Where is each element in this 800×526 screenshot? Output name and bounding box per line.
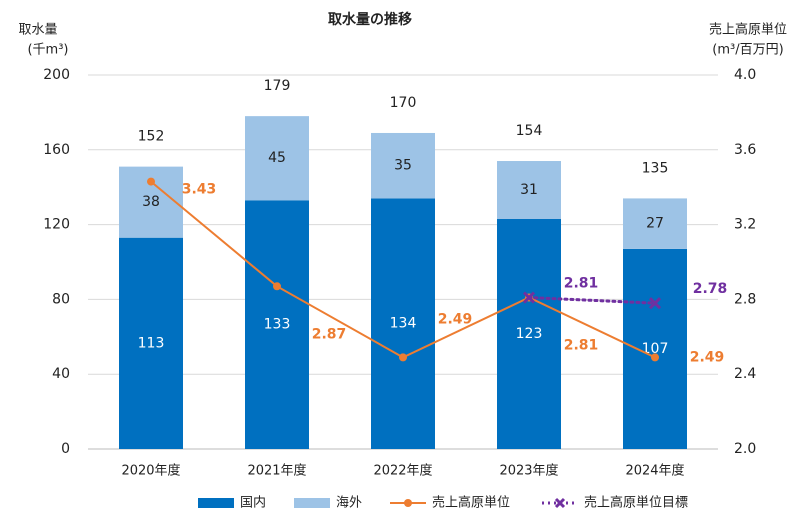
bar (371, 132, 435, 199)
marker (522, 291, 536, 304)
legend-label: 海外 (336, 496, 362, 511)
bar (497, 218, 561, 449)
legend-swatch (294, 498, 330, 508)
marker (147, 177, 155, 186)
legend-label: 売上高原単位目標 (584, 495, 688, 511)
legend-marker (554, 497, 566, 509)
bar-value-label: 123 (516, 326, 543, 342)
legend-label: 売上高原単位 (432, 495, 510, 511)
x-tick-label: 2020年度 (121, 463, 180, 479)
y-tick-label: 120 (43, 217, 70, 233)
x-tick-label: 2023年度 (499, 463, 558, 479)
legend-label: 国内 (240, 495, 266, 511)
total-label: 170 (390, 95, 417, 111)
chart-title: 取水量の推移 (328, 11, 412, 28)
line-value-label: 2.81 (564, 276, 599, 292)
line-value-label: 2.49 (690, 349, 725, 365)
total-label: 152 (138, 129, 165, 145)
bar-value-label: 31 (520, 182, 538, 198)
x-tick-label: 2024年度 (625, 463, 684, 479)
marker (648, 297, 662, 310)
y-tick-label: 160 (43, 142, 70, 158)
y-tick-label: 40 (52, 366, 70, 382)
y2-tick-label: 2.4 (734, 366, 756, 382)
bar-value-label: 38 (142, 194, 160, 210)
line (527, 296, 657, 305)
line-value-label: 2.81 (564, 338, 599, 354)
y2-tick-label: 2.0 (734, 441, 756, 457)
x-tick-label: 2022年度 (373, 463, 432, 479)
bar-value-label: 27 (646, 216, 664, 232)
bar-value-label: 133 (264, 317, 291, 333)
y2-tick-label: 3.6 (734, 142, 756, 158)
total-label: 154 (516, 123, 543, 139)
y2-tick-label: 4.0 (734, 67, 756, 83)
y-tick-label: 200 (43, 67, 70, 83)
line-value-label: 2.87 (312, 326, 347, 342)
bar (245, 116, 309, 201)
bar-value-label: 134 (390, 316, 417, 332)
y-tick-label: 80 (52, 291, 70, 307)
marker (273, 282, 281, 291)
legend-marker (404, 499, 412, 507)
bar (623, 248, 687, 449)
x-tick-label: 2021年度 (247, 463, 306, 479)
y-tick-label: 0 (61, 441, 70, 457)
marker (651, 353, 659, 362)
line-value-label: 2.49 (438, 311, 473, 327)
bar-value-label: 35 (394, 158, 412, 174)
line-value-label: 2.78 (693, 281, 728, 297)
bar (371, 198, 435, 449)
bar-value-label: 113 (138, 335, 165, 351)
y2-tick-label: 2.8 (734, 291, 756, 307)
marker (399, 353, 407, 362)
bar (245, 200, 309, 449)
y2-axis-title: 売上高原単位 (709, 22, 787, 38)
y2-axis-unit: (m³/百万円) (712, 43, 783, 58)
bar (119, 237, 183, 449)
bar (623, 198, 687, 249)
bar (497, 161, 561, 219)
y2-tick-label: 3.2 (734, 217, 756, 233)
y-axis-title: 取水量 (18, 23, 57, 38)
bar-value-label: 107 (642, 341, 669, 357)
total-label: 179 (264, 78, 291, 94)
total-label: 135 (642, 160, 669, 176)
legend-swatch (198, 498, 234, 508)
y-axis-unit: (千m³) (27, 43, 68, 58)
bar-value-label: 45 (268, 150, 286, 166)
line-value-label: 3.43 (182, 182, 217, 198)
